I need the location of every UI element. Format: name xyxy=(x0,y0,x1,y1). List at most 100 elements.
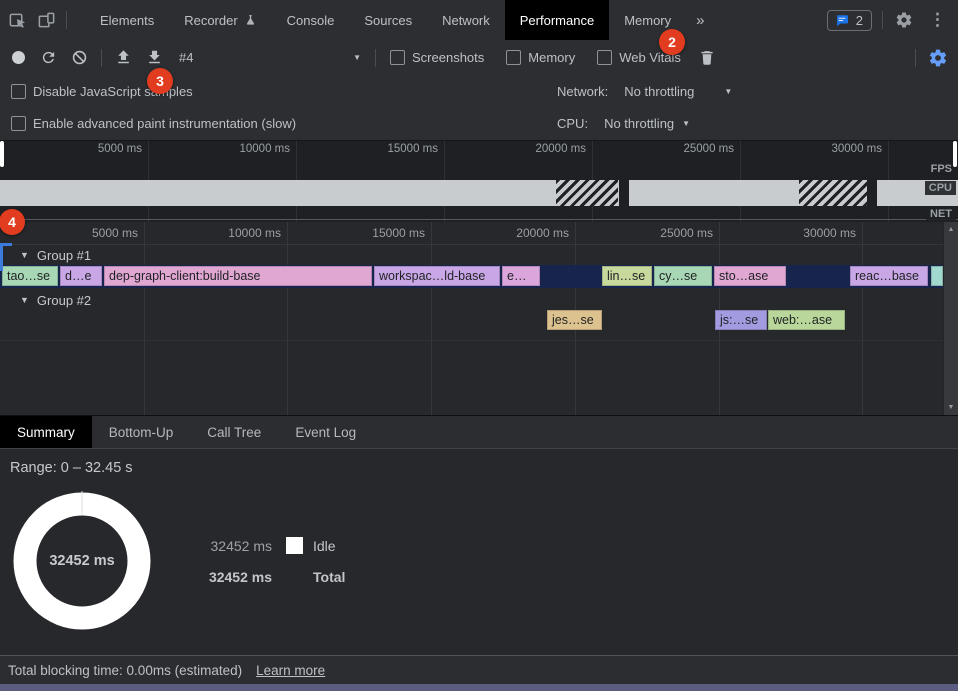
flame-event[interactable]: cy…se xyxy=(654,266,712,286)
legend-row-idle: 32452 ms Idle xyxy=(210,537,336,554)
console-messages-badge[interactable]: 2 xyxy=(826,9,872,31)
expander-arrow-icon: ▼ xyxy=(20,250,29,260)
record-button[interactable] xyxy=(12,51,25,64)
cpu-idle-gap xyxy=(619,180,629,206)
overview-tick-label: 5000 ms xyxy=(97,143,142,155)
flame-event[interactable]: js:…se xyxy=(715,310,767,330)
tab-performance[interactable]: Performance xyxy=(504,0,610,40)
scroll-down-icon[interactable]: ▼ xyxy=(947,404,955,411)
flame-event[interactable]: d…e xyxy=(60,266,102,286)
flame-event[interactable]: sto…ase xyxy=(714,266,786,286)
overview-tick-label: 10000 ms xyxy=(239,143,290,155)
cpu-idle-gap xyxy=(867,180,877,206)
tab-memory[interactable]: Memory xyxy=(624,12,672,28)
devtools-tabbar: Elements Recorder Console Sources Networ… xyxy=(0,0,958,41)
flame-event-label: cy…se xyxy=(659,269,698,283)
net-activity-line xyxy=(0,219,958,220)
cpu-lane-label: CPU xyxy=(924,181,956,195)
save-profile-icon[interactable] xyxy=(146,49,163,66)
overview-tick-label: 30000 ms xyxy=(831,143,882,155)
device-toolbar-icon[interactable] xyxy=(37,11,56,30)
range-text: Range: 0 – 32.45 s xyxy=(10,460,133,476)
panel-tabs: Elements Recorder Console Sources Networ… xyxy=(85,0,714,40)
overview-right-handle[interactable] xyxy=(953,141,957,167)
cpu-long-task-hatch xyxy=(799,180,867,206)
selection-bracket xyxy=(0,243,12,271)
flame-tick-label: 5000 ms xyxy=(91,226,138,240)
checkbox-box xyxy=(597,50,613,65)
tab-bottom-up[interactable]: Bottom-Up xyxy=(108,424,174,440)
flame-event[interactable]: jes…se xyxy=(547,310,602,330)
settings-gear-icon[interactable] xyxy=(883,11,919,29)
step-badge-4: 4 xyxy=(0,209,25,235)
flame-scrollbar[interactable]: ▲ ▼ xyxy=(943,222,958,415)
overview-left-handle[interactable] xyxy=(0,141,4,167)
advanced-paint-checkbox[interactable]: Enable advanced paint instrumentation (s… xyxy=(11,115,296,131)
toolbar-separator xyxy=(915,48,916,67)
scroll-up-icon[interactable]: ▲ xyxy=(947,226,955,233)
track-divider xyxy=(0,340,944,341)
tab-network[interactable]: Network xyxy=(442,12,490,28)
flame-event-label: sto…ase xyxy=(719,269,769,283)
flame-event-label: e… xyxy=(507,269,527,283)
screenshots-checkbox[interactable]: Screenshots xyxy=(390,50,484,65)
checkbox-box xyxy=(11,83,26,99)
flame-event-label: reac…base xyxy=(855,269,919,283)
kebab-menu-icon[interactable]: ⋮ xyxy=(929,10,946,29)
tab-summary[interactable]: Summary xyxy=(0,416,92,448)
flame-event-label: lin…se xyxy=(607,269,646,283)
status-bar: Total blocking time: 0.00ms (estimated) … xyxy=(0,655,958,684)
tab-console[interactable]: Console xyxy=(286,12,335,28)
learn-more-link[interactable]: Learn more xyxy=(256,662,326,678)
flame-event[interactable]: e… xyxy=(502,266,540,286)
summary-panel: Range: 0 – 32.45 s 32452 ms 32452 ms Idl… xyxy=(0,449,958,655)
cpu-throttling-select[interactable]: CPU: No throttling ▼ xyxy=(557,115,691,131)
timeline-overview[interactable]: 5000 ms 10000 ms 15000 ms 20000 ms 25000 ms 3… xyxy=(0,140,958,223)
tab-elements[interactable]: Elements xyxy=(100,12,155,28)
checkbox-box xyxy=(506,50,522,65)
flame-tick-label: 15000 ms xyxy=(372,226,425,240)
reload-and-record-icon[interactable] xyxy=(40,49,57,66)
network-throttling-select[interactable]: Network: No throttling ▼ xyxy=(557,83,733,99)
toolbar-separator xyxy=(66,11,67,29)
total-blocking-time-text: Total blocking time: 0.00ms (estimated) xyxy=(8,662,243,678)
more-tabs-button[interactable]: » xyxy=(696,11,705,29)
flame-tick-label: 30000 ms xyxy=(803,226,856,240)
flame-event-label: js:…se xyxy=(720,313,759,327)
flame-tick-label: 10000 ms xyxy=(228,226,281,240)
overview-tick-label: 15000 ms xyxy=(387,143,438,155)
idle-color-swatch xyxy=(286,537,303,554)
inspect-element-icon[interactable] xyxy=(8,11,27,30)
overview-tick-label: 25000 ms xyxy=(683,143,734,155)
flame-event[interactable]: reac…base xyxy=(850,266,928,286)
history-dropdown[interactable]: #4 ▼ xyxy=(179,50,361,65)
flame-chart[interactable]: 5000 ms 10000 ms 15000 ms 20000 ms 25000 ms 3… xyxy=(0,222,958,416)
flame-event[interactable]: dep-graph-client:build-base xyxy=(104,266,372,286)
group-2-header[interactable]: ▼ Group #2 xyxy=(20,292,92,308)
toolbar-separator xyxy=(101,48,102,67)
flame-tick-label: 25000 ms xyxy=(660,226,713,240)
clear-recording-icon[interactable] xyxy=(71,49,88,66)
memory-checkbox[interactable]: Memory xyxy=(506,50,575,65)
flame-event[interactable]: tao…se xyxy=(2,266,58,286)
tab-sources[interactable]: Sources xyxy=(364,12,413,28)
flame-event-label: jes…se xyxy=(552,313,594,327)
flame-gridline xyxy=(862,222,863,415)
tab-recorder[interactable]: Recorder xyxy=(169,0,271,40)
load-profile-icon[interactable] xyxy=(115,49,132,66)
trash-icon[interactable] xyxy=(699,49,715,66)
group-1-header[interactable]: ▼ Group #1 xyxy=(20,247,92,263)
chevron-down-icon: ▼ xyxy=(682,118,691,128)
chevron-down-icon: ▼ xyxy=(353,53,361,62)
flame-event-label: web:…ase xyxy=(773,313,833,327)
flame-event[interactable]: workspac…ld-base xyxy=(374,266,500,286)
capture-settings-gear-icon[interactable] xyxy=(916,48,958,68)
flame-event[interactable]: web:…ase xyxy=(768,310,845,330)
flame-event[interactable] xyxy=(931,266,943,286)
tab-event-log[interactable]: Event Log xyxy=(295,424,357,440)
details-tabbar: Summary Bottom-Up Call Tree Event Log xyxy=(0,416,958,449)
flame-event[interactable]: lin…se xyxy=(602,266,652,286)
capture-settings-row-2: Enable advanced paint instrumentation (s… xyxy=(0,107,958,139)
tab-call-tree[interactable]: Call Tree xyxy=(207,424,262,440)
